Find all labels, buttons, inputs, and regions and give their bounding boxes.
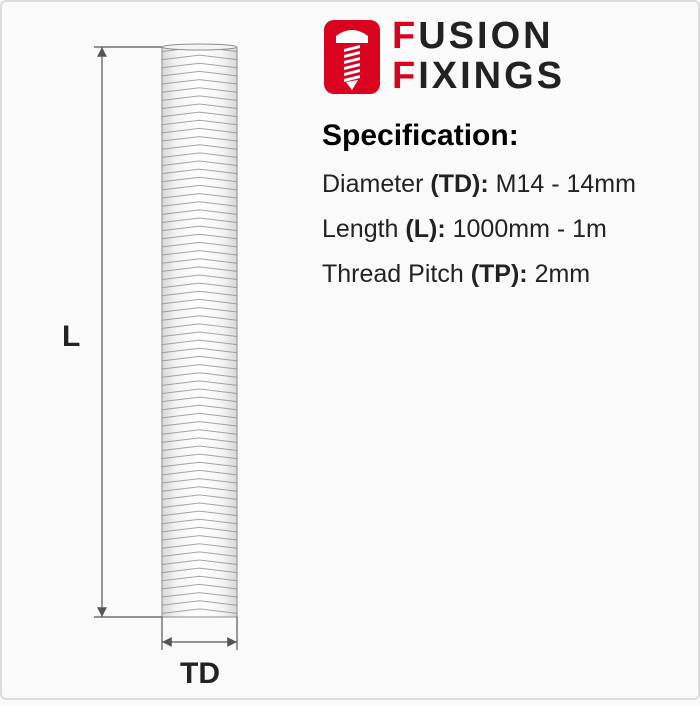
- dimension-label-diameter: TD: [180, 657, 220, 691]
- logo-word-1: FUSION: [392, 17, 565, 57]
- brand-logo: FUSION FIXINGS: [322, 17, 692, 97]
- logo-word-2: FIXINGS: [392, 57, 565, 97]
- diagram-svg: [2, 2, 322, 702]
- spec-heading: Specification:: [322, 119, 692, 153]
- spec-label: Thread Pitch: [322, 260, 471, 288]
- spec-row: Length (L): 1000mm - 1m: [322, 212, 692, 247]
- spec-abbr: (TP):: [471, 260, 528, 288]
- spec-list: Diameter (TD): M14 - 14mm Length (L): 100…: [322, 167, 692, 292]
- screw-icon: [322, 18, 382, 96]
- info-panel: FUSION FIXINGS Specification: Diameter (…: [322, 2, 700, 702]
- spec-value: 2mm: [535, 260, 591, 288]
- spec-row: Thread Pitch (TP): 2mm: [322, 257, 692, 292]
- technical-diagram: L TD: [2, 2, 322, 702]
- spec-value: M14 - 14mm: [496, 170, 636, 198]
- spec-abbr: (L):: [405, 215, 445, 243]
- spec-label: Diameter: [322, 170, 430, 198]
- spec-value: 1000mm - 1m: [453, 215, 607, 243]
- spec-row: Diameter (TD): M14 - 14mm: [322, 167, 692, 202]
- logo-text: FUSION FIXINGS: [392, 17, 565, 97]
- dimension-label-length: L: [62, 320, 80, 354]
- spec-abbr: (TD):: [430, 170, 488, 198]
- spec-label: Length: [322, 215, 405, 243]
